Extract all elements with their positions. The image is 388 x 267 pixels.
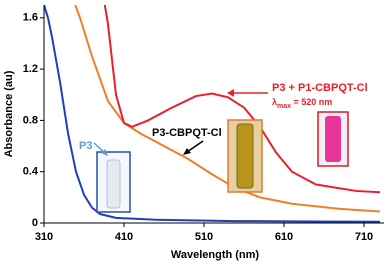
y-tick-label: 0.8 (23, 114, 38, 126)
label-p3-p1: P3 + P1-CBPQT-Cl (272, 82, 368, 94)
lambda-text: = 520 nm (291, 97, 332, 107)
x-tick-label: 410 (115, 231, 133, 243)
y-tick-label: 1.2 (23, 63, 38, 75)
arrow (186, 140, 204, 153)
x-tick-label: 310 (35, 231, 53, 243)
line-series (103, 5, 381, 194)
arrow-head (183, 148, 191, 155)
y-tick-label: 0 (32, 217, 38, 229)
lambda-sub: max (277, 103, 291, 110)
vial-pink-tube (325, 116, 341, 162)
lambda-symbol: λ (272, 97, 277, 107)
x-tick-label: 510 (195, 231, 213, 243)
y-axis-label: Absorbance (au) (3, 70, 15, 157)
x-tick-label: 710 (355, 231, 373, 243)
plot-area (44, 5, 381, 223)
line-series (44, 5, 381, 223)
lambda-label: λmax = 520 nm (272, 97, 332, 109)
y-tick-label: 0.4 (23, 166, 39, 178)
vial-orange-tube (236, 123, 254, 189)
line-series (74, 5, 381, 213)
y-tick-label: 1.6 (23, 12, 38, 24)
arrow-head (101, 149, 108, 156)
arrow-head (227, 89, 234, 97)
x-tick-label: 610 (275, 231, 293, 243)
vial-p3-tube (106, 159, 121, 209)
x-axis-label: Wavelength (nm) (171, 249, 260, 261)
label-p3: P3 (79, 140, 92, 152)
label-p3-cbpqt: P3-CBPQT-Cl (152, 127, 222, 139)
